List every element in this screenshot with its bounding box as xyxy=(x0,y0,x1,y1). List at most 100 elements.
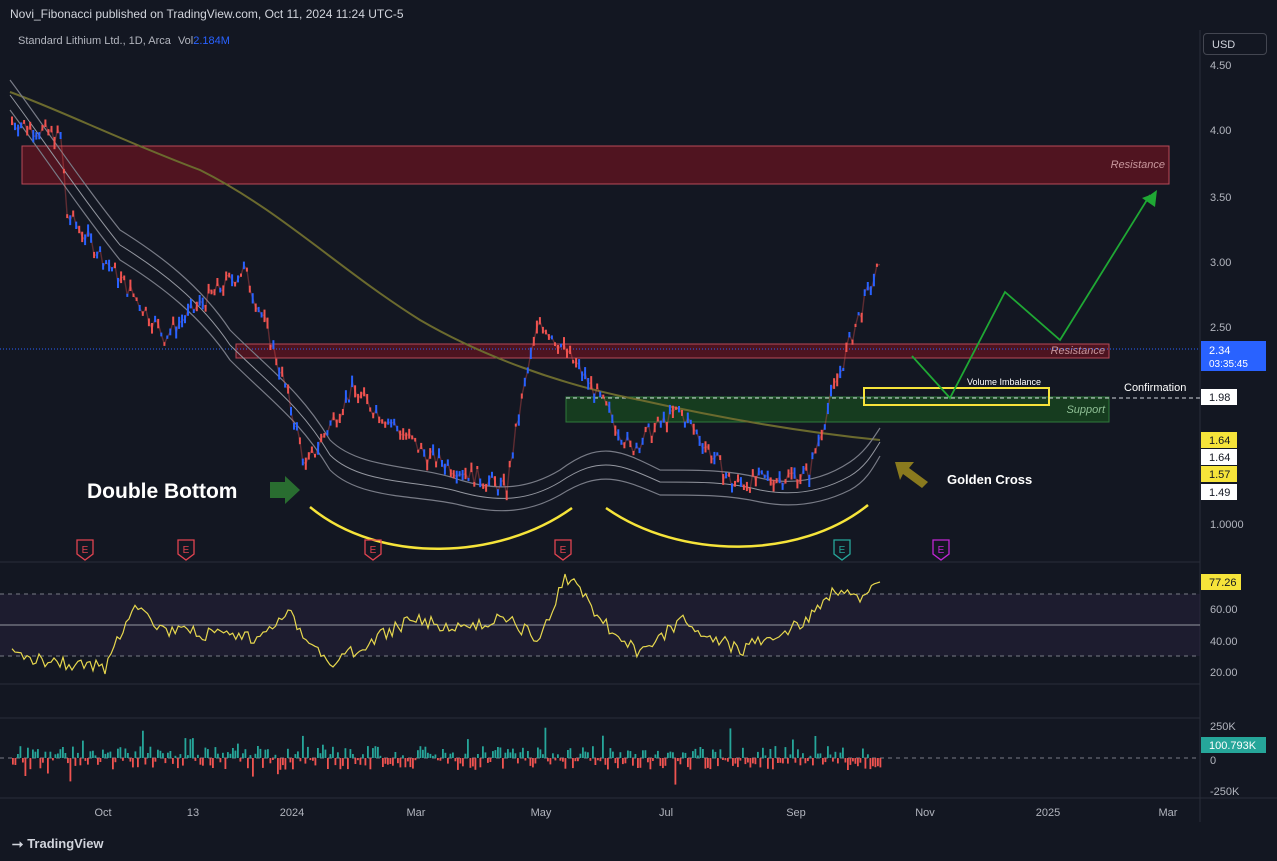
candle xyxy=(117,277,119,288)
candle xyxy=(514,423,517,427)
candle xyxy=(641,437,644,445)
currency-button[interactable]: USD xyxy=(1203,33,1267,55)
volume-bar xyxy=(597,758,599,761)
candle xyxy=(875,263,878,267)
earnings-marker-5[interactable]: E xyxy=(932,539,950,561)
candle xyxy=(707,444,710,450)
volume-bar xyxy=(234,750,237,758)
candle xyxy=(129,279,132,291)
candle xyxy=(614,425,617,436)
volume-bars xyxy=(12,727,882,785)
volume-bar xyxy=(747,758,749,763)
volume-bar xyxy=(877,758,879,767)
volume-bar xyxy=(154,758,157,762)
volume-bar xyxy=(569,748,572,758)
earnings-marker-3[interactable]: E xyxy=(554,539,572,561)
candle xyxy=(181,314,184,328)
candle xyxy=(647,423,650,428)
candle xyxy=(351,375,354,388)
volume-bar xyxy=(422,749,424,758)
volume-imbalance-box[interactable] xyxy=(863,387,1050,406)
symbol-legend[interactable]: Standard Lithium Ltd., 1D, Arca Vol2.184… xyxy=(18,35,230,47)
volume-bar xyxy=(254,753,257,758)
volume-bar xyxy=(737,758,739,768)
candle xyxy=(263,309,266,323)
volume-bar xyxy=(707,758,709,768)
candle xyxy=(719,455,722,460)
volume-bar xyxy=(684,752,687,758)
candle xyxy=(662,411,665,423)
volume-bar xyxy=(554,758,557,761)
volume-bar xyxy=(382,758,384,767)
candle xyxy=(216,278,219,287)
volume-bar xyxy=(427,752,429,758)
candle xyxy=(728,472,731,477)
volume-bar xyxy=(672,752,674,758)
candle xyxy=(866,282,869,291)
double-bottom-label: Double Bottom xyxy=(87,480,237,503)
volume-bar xyxy=(522,747,524,758)
confirmation-value: 1.98 xyxy=(1209,392,1230,404)
volume-bar xyxy=(159,750,162,758)
earnings-marker-letter: E xyxy=(183,545,190,556)
volume-badge xyxy=(1201,737,1266,753)
volume-bar xyxy=(482,746,484,758)
volume-bar xyxy=(854,758,857,764)
volume-bar xyxy=(64,753,67,758)
candle xyxy=(560,343,562,348)
resistance-zone-lower[interactable] xyxy=(235,343,1110,359)
brand-name: TradingView xyxy=(27,836,104,851)
candle xyxy=(204,305,207,312)
support-zone[interactable] xyxy=(565,396,1110,423)
candle xyxy=(659,420,662,428)
volume-bar xyxy=(82,740,84,758)
earnings-marker-2[interactable]: E xyxy=(364,539,382,561)
volume-bar xyxy=(557,754,559,758)
volume-bar xyxy=(827,746,829,758)
candle xyxy=(581,371,584,381)
volume-bar xyxy=(552,753,554,758)
volume-bar xyxy=(847,758,849,770)
candle xyxy=(596,383,599,390)
volume-bar xyxy=(167,752,169,758)
earnings-marker-4[interactable]: E xyxy=(833,539,851,561)
volume-bar xyxy=(397,758,399,764)
volume-bar xyxy=(389,758,392,764)
volume-bar xyxy=(724,758,727,761)
price-badges: 2.34 03:35:45 1.98 1.64 1.64 1.57 1.49 xyxy=(1201,341,1266,500)
candle xyxy=(363,387,366,397)
volume-bar xyxy=(642,750,644,758)
candle xyxy=(338,413,341,423)
volume-bar xyxy=(484,752,487,758)
earnings-marker-0[interactable]: E xyxy=(76,539,94,561)
volume-bar xyxy=(617,758,619,769)
candle xyxy=(575,358,578,368)
candle xyxy=(644,426,647,433)
candle xyxy=(541,326,544,334)
volume-bar xyxy=(379,755,382,758)
volume-bar xyxy=(92,750,94,758)
candle xyxy=(41,124,44,131)
time-tick-4: May xyxy=(531,807,552,819)
volume-bar xyxy=(394,752,397,758)
resistance-zone-upper[interactable] xyxy=(21,145,1170,185)
brand-logo[interactable]: ⭢ TradingView xyxy=(12,835,104,852)
candle xyxy=(523,377,526,387)
candle xyxy=(848,332,851,338)
volume-bar xyxy=(487,758,489,763)
candle xyxy=(151,323,153,334)
candle xyxy=(23,120,26,124)
volume-bar xyxy=(257,746,259,758)
volume-bar xyxy=(447,758,449,764)
rsi-series[interactable] xyxy=(11,573,881,675)
double-bottom-arrow xyxy=(270,476,300,504)
candle xyxy=(638,447,641,454)
volume-bar xyxy=(732,758,734,766)
candle xyxy=(569,345,572,354)
volume-bar xyxy=(317,748,319,758)
earnings-marker-1[interactable]: E xyxy=(177,539,195,561)
candle xyxy=(381,419,384,424)
volume-bar xyxy=(632,758,634,766)
